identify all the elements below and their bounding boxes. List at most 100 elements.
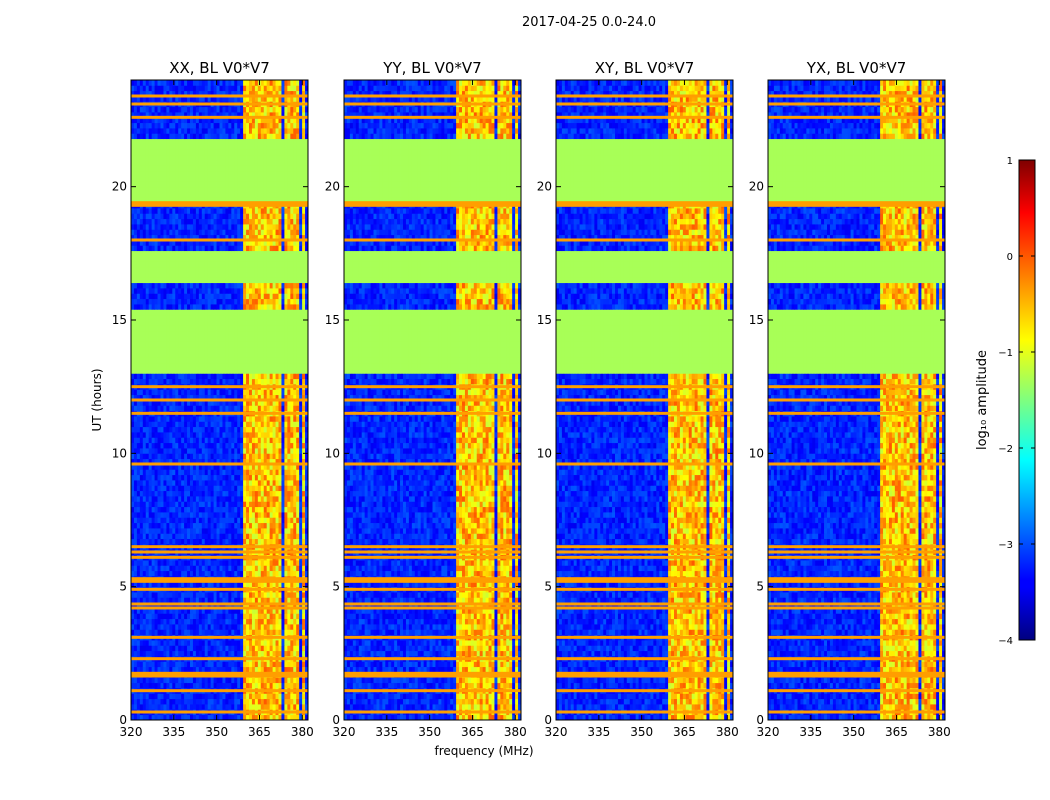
- heatmap-cell: [260, 437, 265, 444]
- heatmap-cell: [216, 629, 220, 636]
- heatmap-cell: [243, 474, 247, 481]
- heatmap-cell: [204, 298, 209, 305]
- heatmap-cell: [272, 394, 276, 401]
- heatmap-cell: [225, 288, 229, 294]
- heatmap-cell: [201, 501, 206, 508]
- heatmap-cell: [216, 714, 220, 721]
- heatmap-cell: [163, 309, 167, 316]
- heatmap-cell: [284, 400, 288, 406]
- heatmap-cell: [181, 485, 185, 492]
- heatmap-cell: [243, 304, 247, 310]
- heatmap-cell: [225, 592, 229, 598]
- heatmap-cell: [210, 560, 214, 566]
- heatmap-cell: [234, 501, 238, 508]
- heatmap-cell: [178, 538, 182, 545]
- heatmap-cell: [192, 480, 197, 486]
- heatmap-cell: [131, 560, 135, 566]
- heatmap-cell: [225, 346, 229, 353]
- heatmap-cell: [305, 394, 309, 401]
- heatmap-cell: [228, 560, 232, 566]
- heatmap-cell: [269, 618, 273, 625]
- heatmap-cell: [145, 581, 150, 588]
- heatmap-cell: [184, 677, 188, 684]
- heatmap-cell: [210, 528, 214, 534]
- heatmap-cell: [296, 448, 300, 454]
- heatmap-cell: [131, 426, 135, 433]
- heatmap-cell: [269, 522, 273, 529]
- heatmap-cell: [207, 677, 212, 684]
- heatmap-cell: [302, 304, 306, 310]
- heatmap-cell: [305, 517, 309, 524]
- heatmap-cell: [249, 437, 253, 444]
- heatmap-cell: [231, 501, 235, 508]
- heatmap-cell: [222, 330, 226, 337]
- heatmap-cell: [169, 517, 173, 524]
- heatmap-cell: [195, 517, 200, 524]
- heatmap-cell: [157, 522, 161, 529]
- heatmap-cell: [237, 309, 241, 316]
- heatmap-cell: [222, 309, 226, 316]
- heatmap-cell: [240, 309, 244, 316]
- heatmap-cell: [178, 698, 182, 705]
- heatmap-cell: [246, 453, 250, 460]
- heatmap-cell: [216, 533, 220, 540]
- heatmap-cell: [201, 528, 206, 534]
- heatmap-cell: [266, 336, 271, 342]
- heatmap-cell: [142, 362, 147, 369]
- heatmap-cell: [157, 464, 161, 470]
- heatmap-cell: [154, 629, 158, 636]
- heatmap-cell: [219, 282, 223, 289]
- heatmap-cell: [243, 298, 247, 305]
- heatmap-cell: [246, 597, 250, 604]
- heatmap-cell: [187, 608, 191, 614]
- heatmap-cell: [207, 293, 212, 300]
- heatmap-cell: [275, 341, 279, 348]
- heatmap-cell: [228, 277, 232, 284]
- heatmap-cell: [243, 341, 247, 348]
- heatmap-cell: [246, 640, 250, 646]
- heatmap-cell: [290, 704, 294, 710]
- heatmap-cell: [296, 613, 300, 620]
- heatmap-cell: [281, 581, 285, 588]
- heatmap-cell: [222, 581, 226, 588]
- heatmap-cell: [148, 309, 153, 316]
- heatmap-cell: [275, 485, 279, 492]
- heatmap-cell: [302, 570, 306, 577]
- heatmap-cell: [136, 533, 141, 540]
- heatmap-cell: [163, 522, 167, 529]
- heatmap-cell: [254, 426, 259, 433]
- heatmap-cell: [190, 437, 194, 444]
- heatmap-cell: [225, 666, 229, 673]
- heatmap-cell: [154, 432, 158, 438]
- heatmap-cell: [160, 320, 164, 326]
- heatmap-cell: [225, 522, 229, 529]
- heatmap-cell: [160, 538, 164, 545]
- heatmap-cell: [142, 405, 147, 412]
- heatmap-cell: [142, 533, 147, 540]
- heatmap-cell: [136, 352, 141, 358]
- heatmap-cell: [163, 677, 167, 684]
- heatmap-cell: [254, 437, 259, 444]
- heatmap-cell: [266, 448, 271, 454]
- heatmap-cell: [213, 464, 217, 470]
- heatmap-cell: [219, 416, 223, 422]
- heatmap-cell: [278, 389, 282, 396]
- heatmap-cell: [275, 602, 279, 609]
- heatmap-cell: [142, 608, 147, 614]
- heatmap-cell: [254, 480, 259, 486]
- heatmap-cell: [266, 469, 271, 476]
- heatmap-cell: [207, 640, 212, 646]
- heatmap-cell: [192, 346, 197, 353]
- heatmap-cell: [169, 325, 173, 332]
- heatmap-cell: [190, 613, 194, 620]
- heatmap-cell: [257, 640, 262, 646]
- heatmap-cell: [198, 613, 203, 620]
- heatmap-cell: [204, 608, 209, 614]
- heatmap-cell: [237, 490, 241, 497]
- heatmap-cell: [142, 581, 147, 588]
- heatmap-cell: [296, 400, 300, 406]
- heatmap-cell: [260, 528, 265, 534]
- heatmap-cell: [290, 293, 294, 300]
- heatmap-cell: [240, 304, 244, 310]
- heatmap-cell: [184, 474, 188, 481]
